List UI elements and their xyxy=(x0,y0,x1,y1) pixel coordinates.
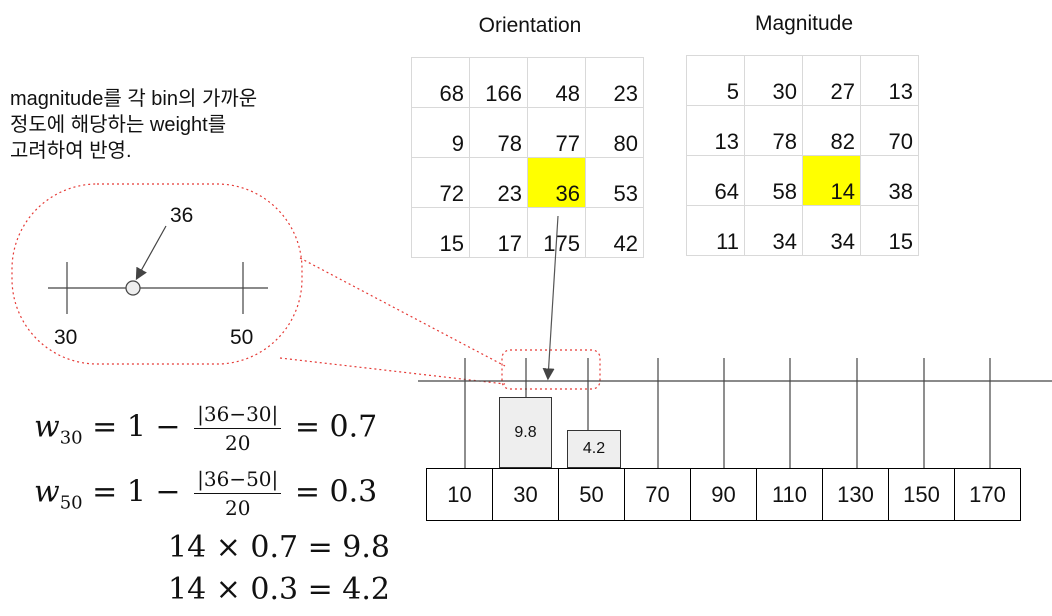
bin-cell: 50 xyxy=(558,468,625,521)
orientation-cell: 17 xyxy=(469,207,528,258)
orientation-cell: 53 xyxy=(585,157,644,208)
bin-cell: 70 xyxy=(624,468,691,521)
magnitude-cell: 38 xyxy=(860,155,919,206)
zoom-connector-top xyxy=(299,257,506,367)
bin-cell: 150 xyxy=(888,468,955,521)
eq-w50-lhs: = 1 − xyxy=(92,474,181,510)
zoom-point-arrow xyxy=(135,225,167,281)
bin-cell: 110 xyxy=(756,468,823,521)
orientation-cell: 68 xyxy=(411,57,470,108)
eq-w30-var: w xyxy=(34,409,60,445)
bin-cell: 130 xyxy=(822,468,889,521)
eq-w30-rhs: = 0.7 xyxy=(294,409,378,445)
orientation-cell: 42 xyxy=(585,207,644,258)
magnitude-title: Magnitude xyxy=(754,12,854,35)
zoom-bubble xyxy=(11,183,303,365)
note-line-1: magnitude를 각 bin의 가까운 xyxy=(10,88,258,110)
orientation-cell: 15 xyxy=(411,207,470,258)
orientation-cell-highlighted: 36 xyxy=(527,157,586,208)
histogram-ticks xyxy=(464,358,991,468)
orientation-grid: 68 166 48 23 9 78 77 80 72 23 36 53 15 1… xyxy=(411,57,644,258)
magnitude-cell: 13 xyxy=(860,55,919,106)
equation-product-2: 14 × 0.3 = 4.2 xyxy=(168,572,391,607)
orientation-cell: 80 xyxy=(585,107,644,158)
equation-product-1: 14 × 0.7 = 9.8 xyxy=(168,530,391,565)
eq-w30-sub: 30 xyxy=(59,427,83,449)
eq-w30-numerator: |36−30| xyxy=(194,402,282,429)
eq-w30-denominator: 20 xyxy=(224,431,251,455)
eq-w50-rhs: = 0.3 xyxy=(294,474,378,510)
magnitude-cell: 78 xyxy=(744,105,803,156)
histogram-bins: 10 30 50 70 90 110 130 150 170 xyxy=(426,468,1021,521)
zoom-left-tick-label: 30 xyxy=(54,326,78,349)
zoom-source-box xyxy=(501,349,601,390)
orientation-cell: 23 xyxy=(469,157,528,208)
eq-w50-denominator: 20 xyxy=(224,496,251,520)
magnitude-cell: 34 xyxy=(744,205,803,256)
orientation-cell: 78 xyxy=(469,107,528,158)
orientation-cell: 48 xyxy=(527,57,586,108)
zoom-right-tick-label: 50 xyxy=(230,326,254,349)
eq-w50-numerator: |36−50| xyxy=(194,467,282,494)
explanation-note: magnitude를 각 bin의 가까운 정도에 해당하는 weight를 고… xyxy=(10,86,340,164)
equation-w30: w30 = 1 − |36−30| 20 = 0.7 xyxy=(34,402,377,455)
eq-w50-sub: 50 xyxy=(59,492,83,514)
magnitude-cell: 82 xyxy=(802,105,861,156)
magnitude-cell: 27 xyxy=(802,55,861,106)
zoom-point xyxy=(125,280,141,296)
zoom-point-label: 36 xyxy=(170,204,194,227)
note-line-3: 고려하여 반영. xyxy=(10,140,132,162)
magnitude-cell: 11 xyxy=(686,205,745,256)
bin-cell: 170 xyxy=(954,468,1021,521)
equation-w50: w50 = 1 − |36−50| 20 = 0.3 xyxy=(34,467,377,520)
bin-cell: 30 xyxy=(492,468,559,521)
orientation-title: Orientation xyxy=(478,14,582,37)
bin-cell: 10 xyxy=(426,468,493,521)
zoom-connector-bottom xyxy=(279,357,506,385)
eq-w30-fraction: |36−30| 20 xyxy=(194,402,282,455)
eq-w50-var: w xyxy=(34,474,60,510)
magnitude-cell-highlighted: 14 xyxy=(802,155,861,206)
eq-w30-lhs: = 1 − xyxy=(92,409,181,445)
magnitude-cell: 15 xyxy=(860,205,919,256)
magnitude-cell: 70 xyxy=(860,105,919,156)
histogram-bar-30: 9.8 xyxy=(499,397,552,468)
eq-w50-fraction: |36−50| 20 xyxy=(194,467,282,520)
cell-to-histogram-arrow xyxy=(542,215,559,381)
magnitude-grid: 5 30 27 13 13 78 82 70 64 58 14 38 11 34… xyxy=(686,55,919,256)
magnitude-cell: 13 xyxy=(686,105,745,156)
magnitude-cell: 64 xyxy=(686,155,745,206)
histogram-bar-50: 4.2 xyxy=(567,430,621,468)
bin-cell: 90 xyxy=(690,468,757,521)
note-line-2: 정도에 해당하는 weight를 xyxy=(10,114,227,136)
